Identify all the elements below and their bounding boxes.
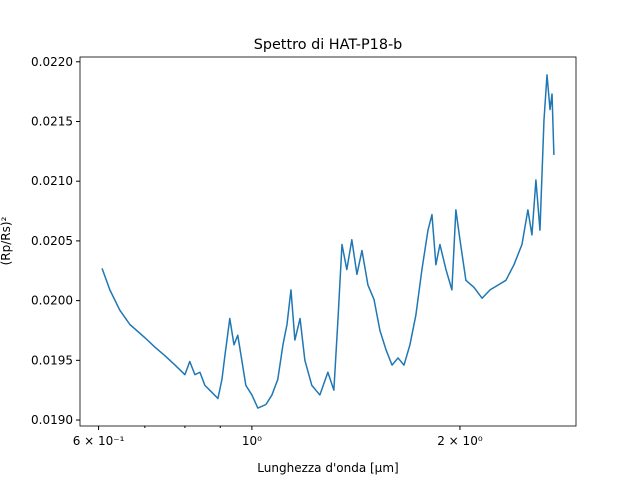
y-tick-label: 0.0195 <box>31 353 73 367</box>
data-line <box>101 74 555 409</box>
x-axis-label: Lunghezza d'onda [μm] <box>257 461 398 475</box>
x-tick-label: 6 × 10⁻¹ <box>73 434 125 448</box>
y-axis-label: (Rp/Rs)² <box>0 216 13 265</box>
y-tick-label: 0.0205 <box>31 234 73 248</box>
x-tick-label: 10⁰ <box>242 434 262 448</box>
y-tick-label: 0.0210 <box>31 174 73 188</box>
y-tick-label: 0.0220 <box>31 55 73 69</box>
y-tick-label: 0.0215 <box>31 114 73 128</box>
y-tick-label: 0.0190 <box>31 413 73 427</box>
chart-title: Spettro di HAT-P18-b <box>254 37 403 53</box>
y-tick-label: 0.0200 <box>31 294 73 308</box>
plot-frame <box>79 56 577 427</box>
x-tick-label: 2 × 10⁰ <box>437 434 483 448</box>
